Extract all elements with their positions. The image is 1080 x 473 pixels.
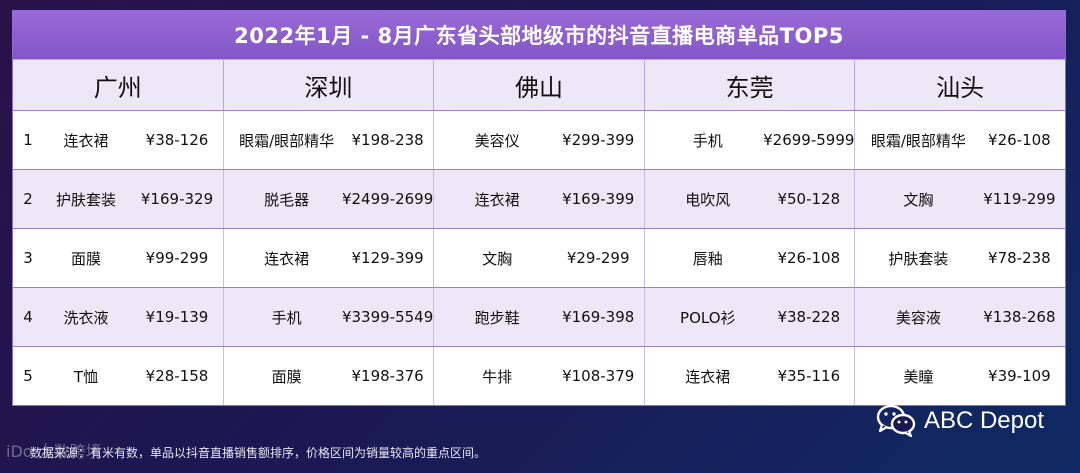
city-header-shenzhen: 深圳 [222, 60, 434, 110]
price-range: ¥169-398 [562, 308, 635, 326]
product-name: 牛排 [482, 367, 513, 386]
price-range: ¥198-376 [351, 367, 424, 385]
product-name: 手机 [271, 308, 302, 327]
product-name: T恤 [73, 367, 99, 386]
rank-number: 1 [23, 131, 33, 149]
product-name: 美瞳 [903, 367, 934, 386]
price-range: ¥169-329 [140, 190, 214, 208]
price-range: ¥39-109 [988, 367, 1051, 385]
product-name: 唇釉 [692, 249, 723, 268]
table-cell: 文胸 ¥29-299 [433, 229, 644, 287]
table-cell: 4 洗衣液 ¥19-139 [13, 288, 223, 346]
table-cell: 美容液 ¥138-268 [854, 288, 1065, 346]
price-range: ¥138-268 [983, 308, 1056, 326]
table-row: 4 洗衣液 ¥19-139 手机 ¥3399-5549 跑步鞋 ¥169-398 POLO衫 ¥… [13, 287, 1065, 346]
price-range: ¥38-228 [777, 308, 841, 326]
table-cell: 文胸 ¥119-299 [854, 170, 1065, 228]
product-name: 面膜 [271, 367, 302, 386]
product-name: 脱毛器 [264, 190, 310, 209]
product-name: 连衣裙 [264, 249, 310, 268]
table-row: 1 连衣裙 ¥38-126 眼霜/眼部精华 ¥198-238 美容仪 ¥299-399 手机 ¥… [13, 110, 1065, 169]
city-header-foshan: 佛山 [433, 60, 644, 110]
price-range: ¥299-399 [562, 131, 635, 149]
rank-number: 4 [23, 308, 33, 326]
table-row: 5 T恤 ¥28-158 面膜 ¥198-376 牛排 ¥108-379 连衣裙 ¥35-116… [13, 346, 1065, 405]
table-title: 2022年1月 - 8月广东省头部地级市的抖音直播电商单品TOP5 [13, 11, 1065, 59]
wechat-icon [876, 404, 916, 438]
rank-number: 3 [23, 249, 33, 267]
table-cell: 3 面膜 ¥99-299 [13, 229, 223, 287]
price-range: ¥19-139 [145, 308, 209, 326]
rank-number: 2 [23, 190, 33, 208]
table-cell: 2 护肤套装 ¥169-329 [13, 170, 223, 228]
table-cell: 美瞳 ¥39-109 [854, 347, 1065, 405]
table-cell: 1 连衣裙 ¥38-126 [13, 111, 223, 169]
table-cell: 5 T恤 ¥28-158 [13, 347, 223, 405]
product-name: 连衣裙 [685, 367, 731, 386]
table-cell: 连衣裙 ¥129-399 [222, 229, 434, 287]
watermark: iDo 大数跨境 [6, 442, 102, 461]
price-range: ¥29-299 [566, 249, 630, 267]
price-range: ¥28-158 [145, 367, 209, 385]
product-name: 连衣裙 [474, 190, 520, 209]
product-name: 面膜 [70, 249, 101, 268]
price-range: ¥38-126 [145, 131, 209, 149]
price-range: ¥129-399 [351, 249, 424, 267]
rank-number: 5 [23, 367, 33, 385]
product-name: 眼霜/眼部精华 [870, 131, 966, 150]
product-name: 文胸 [482, 249, 513, 268]
price-range: ¥26-108 [777, 249, 841, 267]
table-cell: 唇釉 ¥26-108 [643, 229, 855, 287]
product-name: 眼霜/眼部精华 [239, 131, 335, 150]
footer-note: 数据来源：有米有数，单品以抖音直播销售额排序，价格区间为销量较高的重点区间。 [30, 446, 487, 460]
price-range: ¥198-238 [351, 131, 424, 149]
city-header-guangzhou: 广州 [93, 73, 142, 102]
product-name: 护肤套装 [888, 249, 949, 268]
table-body: 1 连衣裙 ¥38-126 眼霜/眼部精华 ¥198-238 美容仪 ¥299-399 手机 ¥… [13, 110, 1065, 405]
product-name: 护肤套装 [55, 190, 116, 209]
price-range: ¥50-128 [777, 190, 841, 208]
table-cell: 眼霜/眼部精华 ¥26-108 [854, 111, 1065, 169]
table-cell: 手机 ¥3399-5549 [222, 288, 433, 346]
table-cell: 面膜 ¥198-376 [222, 347, 434, 405]
table-cell: 连衣裙 ¥35-116 [643, 347, 855, 405]
product-name: 连衣裙 [63, 131, 109, 150]
city-header-shantou: 汕头 [854, 60, 1065, 110]
table-cell: 护肤套装 ¥78-238 [854, 229, 1065, 287]
city-header-dongguan: 东莞 [643, 60, 855, 110]
price-range: ¥169-399 [562, 190, 635, 208]
logo-text: ABC Depot [923, 407, 1044, 434]
table-cell: 美容仪 ¥299-399 [433, 111, 644, 169]
table-cell: 牛排 ¥108-379 [433, 347, 644, 405]
price-range: ¥108-379 [562, 367, 635, 385]
product-name: 洗衣液 [63, 308, 109, 327]
product-name: 文胸 [903, 190, 934, 209]
table-row: 3 面膜 ¥99-299 连衣裙 ¥129-399 文胸 ¥29-299 唇釉 ¥26-108 护… [13, 228, 1065, 287]
product-name: 手机 [692, 131, 723, 150]
price-range: ¥99-299 [145, 249, 209, 267]
price-range: ¥78-238 [988, 249, 1051, 267]
table-row: 2 护肤套装 ¥169-329 脱毛器 ¥2499-2699 连衣裙 ¥169-399 电吹风… [13, 169, 1065, 228]
product-name: 电吹风 [685, 190, 731, 209]
price-range: ¥2499-2699 [341, 190, 434, 208]
product-name: POLO衫 [680, 308, 736, 327]
price-range: ¥35-116 [777, 367, 841, 385]
price-range: ¥119-299 [983, 190, 1056, 208]
table-cell: POLO衫 ¥38-228 [643, 288, 855, 346]
table-cell: 电吹风 ¥50-128 [643, 170, 855, 228]
price-range: ¥3399-5549 [341, 308, 434, 326]
product-name: 美容液 [895, 308, 941, 327]
table-cell: 眼霜/眼部精华 ¥198-238 [222, 111, 434, 169]
table-cell: 跑步鞋 ¥169-398 [433, 288, 644, 346]
price-range: ¥26-108 [988, 131, 1051, 149]
product-name: 跑步鞋 [474, 308, 520, 327]
top5-table: 2022年1月 - 8月广东省头部地级市的抖音直播电商单品TOP5 广州 深圳 … [12, 10, 1066, 406]
table-cell: 脱毛器 ¥2499-2699 [222, 170, 433, 228]
brand-logo: ABC Depot [876, 404, 1044, 438]
product-name: 美容仪 [474, 131, 520, 150]
price-range: ¥2699-5999 [763, 131, 855, 149]
table-cell: 连衣裙 ¥169-399 [433, 170, 644, 228]
table-cell: 手机 ¥2699-5999 [643, 111, 854, 169]
city-header-row: 广州 深圳 佛山 东莞 汕头 [13, 59, 1065, 110]
